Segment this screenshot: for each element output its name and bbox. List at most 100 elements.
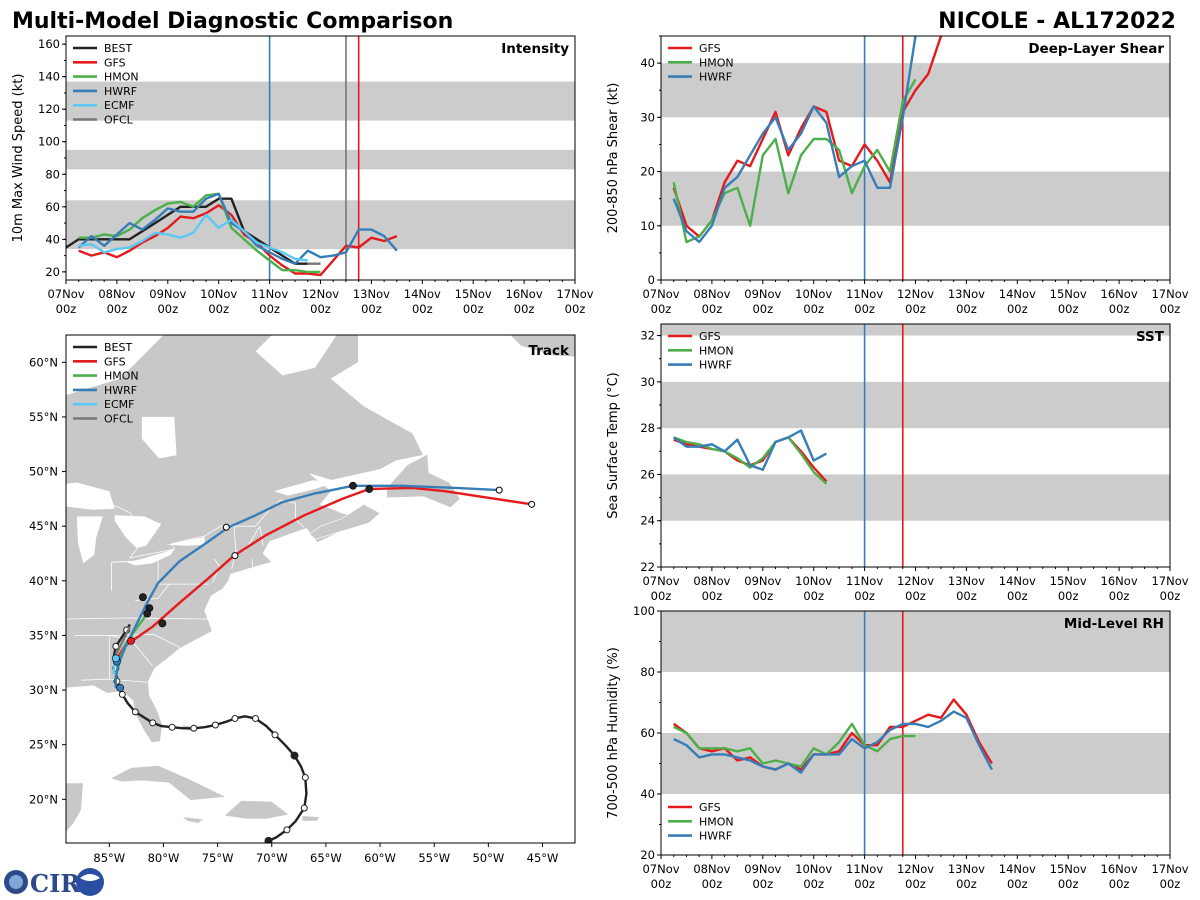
sst-title: SST [1136, 329, 1165, 345]
rh-band-0 [661, 733, 1170, 794]
track-point-best [149, 719, 157, 727]
intensity-legend-label-hwrf: HWRF [104, 85, 137, 98]
sst-panel: 22242628303207Nov00z08Nov00z09Nov00z10No… [606, 323, 1189, 603]
track-map-group [66, 335, 575, 843]
track-marker-hwrf [116, 683, 125, 692]
jamaica-land [180, 816, 205, 824]
track-marker-best [158, 619, 167, 628]
newfoundland-land [386, 453, 461, 508]
sst-ylabel: Sea Surface Temp (°C) [606, 372, 621, 519]
map-border-0 [66, 483, 305, 559]
rh-ytick-label: 40 [640, 787, 655, 801]
sst-xtick-day: 14Nov [999, 574, 1036, 588]
track-xtick-label: 70°W [256, 851, 288, 865]
rh-xtick-hour: 00z [752, 877, 773, 891]
intensity-xtick-day: 09Nov [149, 287, 186, 301]
shear-xtick-hour: 00z [905, 302, 926, 316]
rh-xtick-hour: 00z [1007, 877, 1028, 891]
sst-xtick-hour: 00z [803, 589, 824, 603]
intensity-band-1 [66, 149, 575, 170]
lake-huron [114, 515, 162, 548]
rh-xtick-hour: 00z [1058, 877, 1079, 891]
shear-xtick-hour: 00z [1007, 302, 1028, 316]
nova-scotia-land [309, 503, 381, 540]
sst-frame [660, 323, 1171, 568]
intensity-line-hmon [78, 192, 321, 274]
sst-xtick-day: 12Nov [897, 574, 934, 588]
storm-title: NICOLE - AL172022 [938, 9, 1176, 34]
sst-ytick-label: 32 [640, 329, 655, 343]
yucatan-land [66, 782, 84, 833]
shear-xtick-hour: 00z [1160, 302, 1181, 316]
track-xtick-label: 55°W [418, 851, 450, 865]
track-xtick-label: 65°W [310, 851, 342, 865]
intensity-legend-label-best: BEST [104, 42, 132, 55]
shear-panel: 01020304007Nov00z08Nov00z09Nov00z10Nov00… [606, 35, 1189, 316]
rh-xtick-day: 15Nov [1050, 862, 1087, 876]
intensity-xtick-day: 11Nov [251, 287, 288, 301]
sst-line-hwrf [672, 429, 827, 471]
track-xtick-label: 75°W [202, 851, 234, 865]
greenland-land [509, 335, 575, 358]
sst-ytick-label: 26 [640, 467, 655, 481]
shear-band-0 [661, 171, 1170, 226]
track-point-best [211, 721, 219, 729]
intensity-ytick-label: 40 [45, 232, 60, 246]
track-legend-label-gfs: GFS [104, 355, 126, 368]
track-point-best [300, 804, 308, 812]
rh-xtick-hour: 00z [854, 877, 875, 891]
bahamas-land-3 [200, 740, 210, 756]
shear-ytick-label: 20 [640, 165, 655, 179]
shear-xtick-hour: 00z [1058, 302, 1079, 316]
track-marker-ecmf [111, 654, 120, 663]
rh-xtick-day: 14Nov [999, 862, 1036, 876]
shear-xtick-hour: 00z [702, 302, 723, 316]
sst-xtick-hour: 00z [1160, 589, 1181, 603]
intensity-title: Intensity [501, 41, 569, 57]
rh-line-hmon [673, 722, 916, 768]
map-border-1 [111, 559, 159, 563]
sst-series-group [672, 429, 828, 485]
sst-xtick-day: 09Nov [744, 574, 781, 588]
map-border-9 [81, 678, 110, 681]
intensity-xtick-hour: 00z [463, 302, 484, 316]
sst-legend-label-hwrf: HWRF [699, 359, 732, 372]
intensity-xtick-day: 12Nov [302, 287, 339, 301]
shear-xtick-hour: 00z [1109, 302, 1130, 316]
sst-xtick-day: 17Nov [1151, 574, 1188, 588]
shear-series-group [672, 36, 943, 244]
track-ytick-label: 30°N [29, 683, 58, 697]
sst-xtick-hour: 00z [702, 589, 723, 603]
intensity-xtick-hour: 00z [514, 302, 535, 316]
shear-xtick-day: 07Nov [642, 287, 679, 301]
shear-xtick-day: 14Nov [999, 287, 1036, 301]
rh-xtick-hour: 00z [905, 877, 926, 891]
sst-xtick-hour: 00z [854, 589, 875, 603]
rh-legend-label-gfs: GFS [699, 801, 721, 814]
rh-ytick-label: 20 [640, 848, 655, 862]
rh-xtick-day: 10Nov [795, 862, 832, 876]
rh-xtick-hour: 00z [956, 877, 977, 891]
track-ytick-label: 50°N [29, 465, 58, 479]
rh-xtick-hour: 00z [702, 877, 723, 891]
lake-ontario [166, 537, 205, 546]
shear-ytick-label: 0 [648, 273, 655, 287]
sst-xtick-day: 15Nov [1050, 574, 1087, 588]
intensity-legend-label-hmon: HMON [104, 71, 139, 84]
intensity-xtick-day: 15Nov [455, 287, 492, 301]
rh-ytick-label: 80 [640, 665, 655, 679]
shear-title: Deep-Layer Shear [1028, 41, 1164, 57]
shear-xtick-day: 11Nov [846, 287, 883, 301]
track-ytick-label: 35°N [29, 628, 58, 642]
track-open-marker-hwrf [222, 523, 230, 531]
track-point-best [271, 731, 279, 739]
track-point-best [168, 723, 176, 731]
map-border-5 [116, 633, 180, 648]
track-point-best [290, 751, 299, 760]
track-frame [65, 334, 576, 844]
track-ytick-label: 60°N [29, 355, 58, 369]
shear-xtick-day: 09Nov [744, 287, 781, 301]
intensity-xtick-hour: 00z [361, 302, 382, 316]
track-ytick-label: 20°N [29, 792, 58, 806]
track-ytick-label: 55°N [29, 410, 58, 424]
